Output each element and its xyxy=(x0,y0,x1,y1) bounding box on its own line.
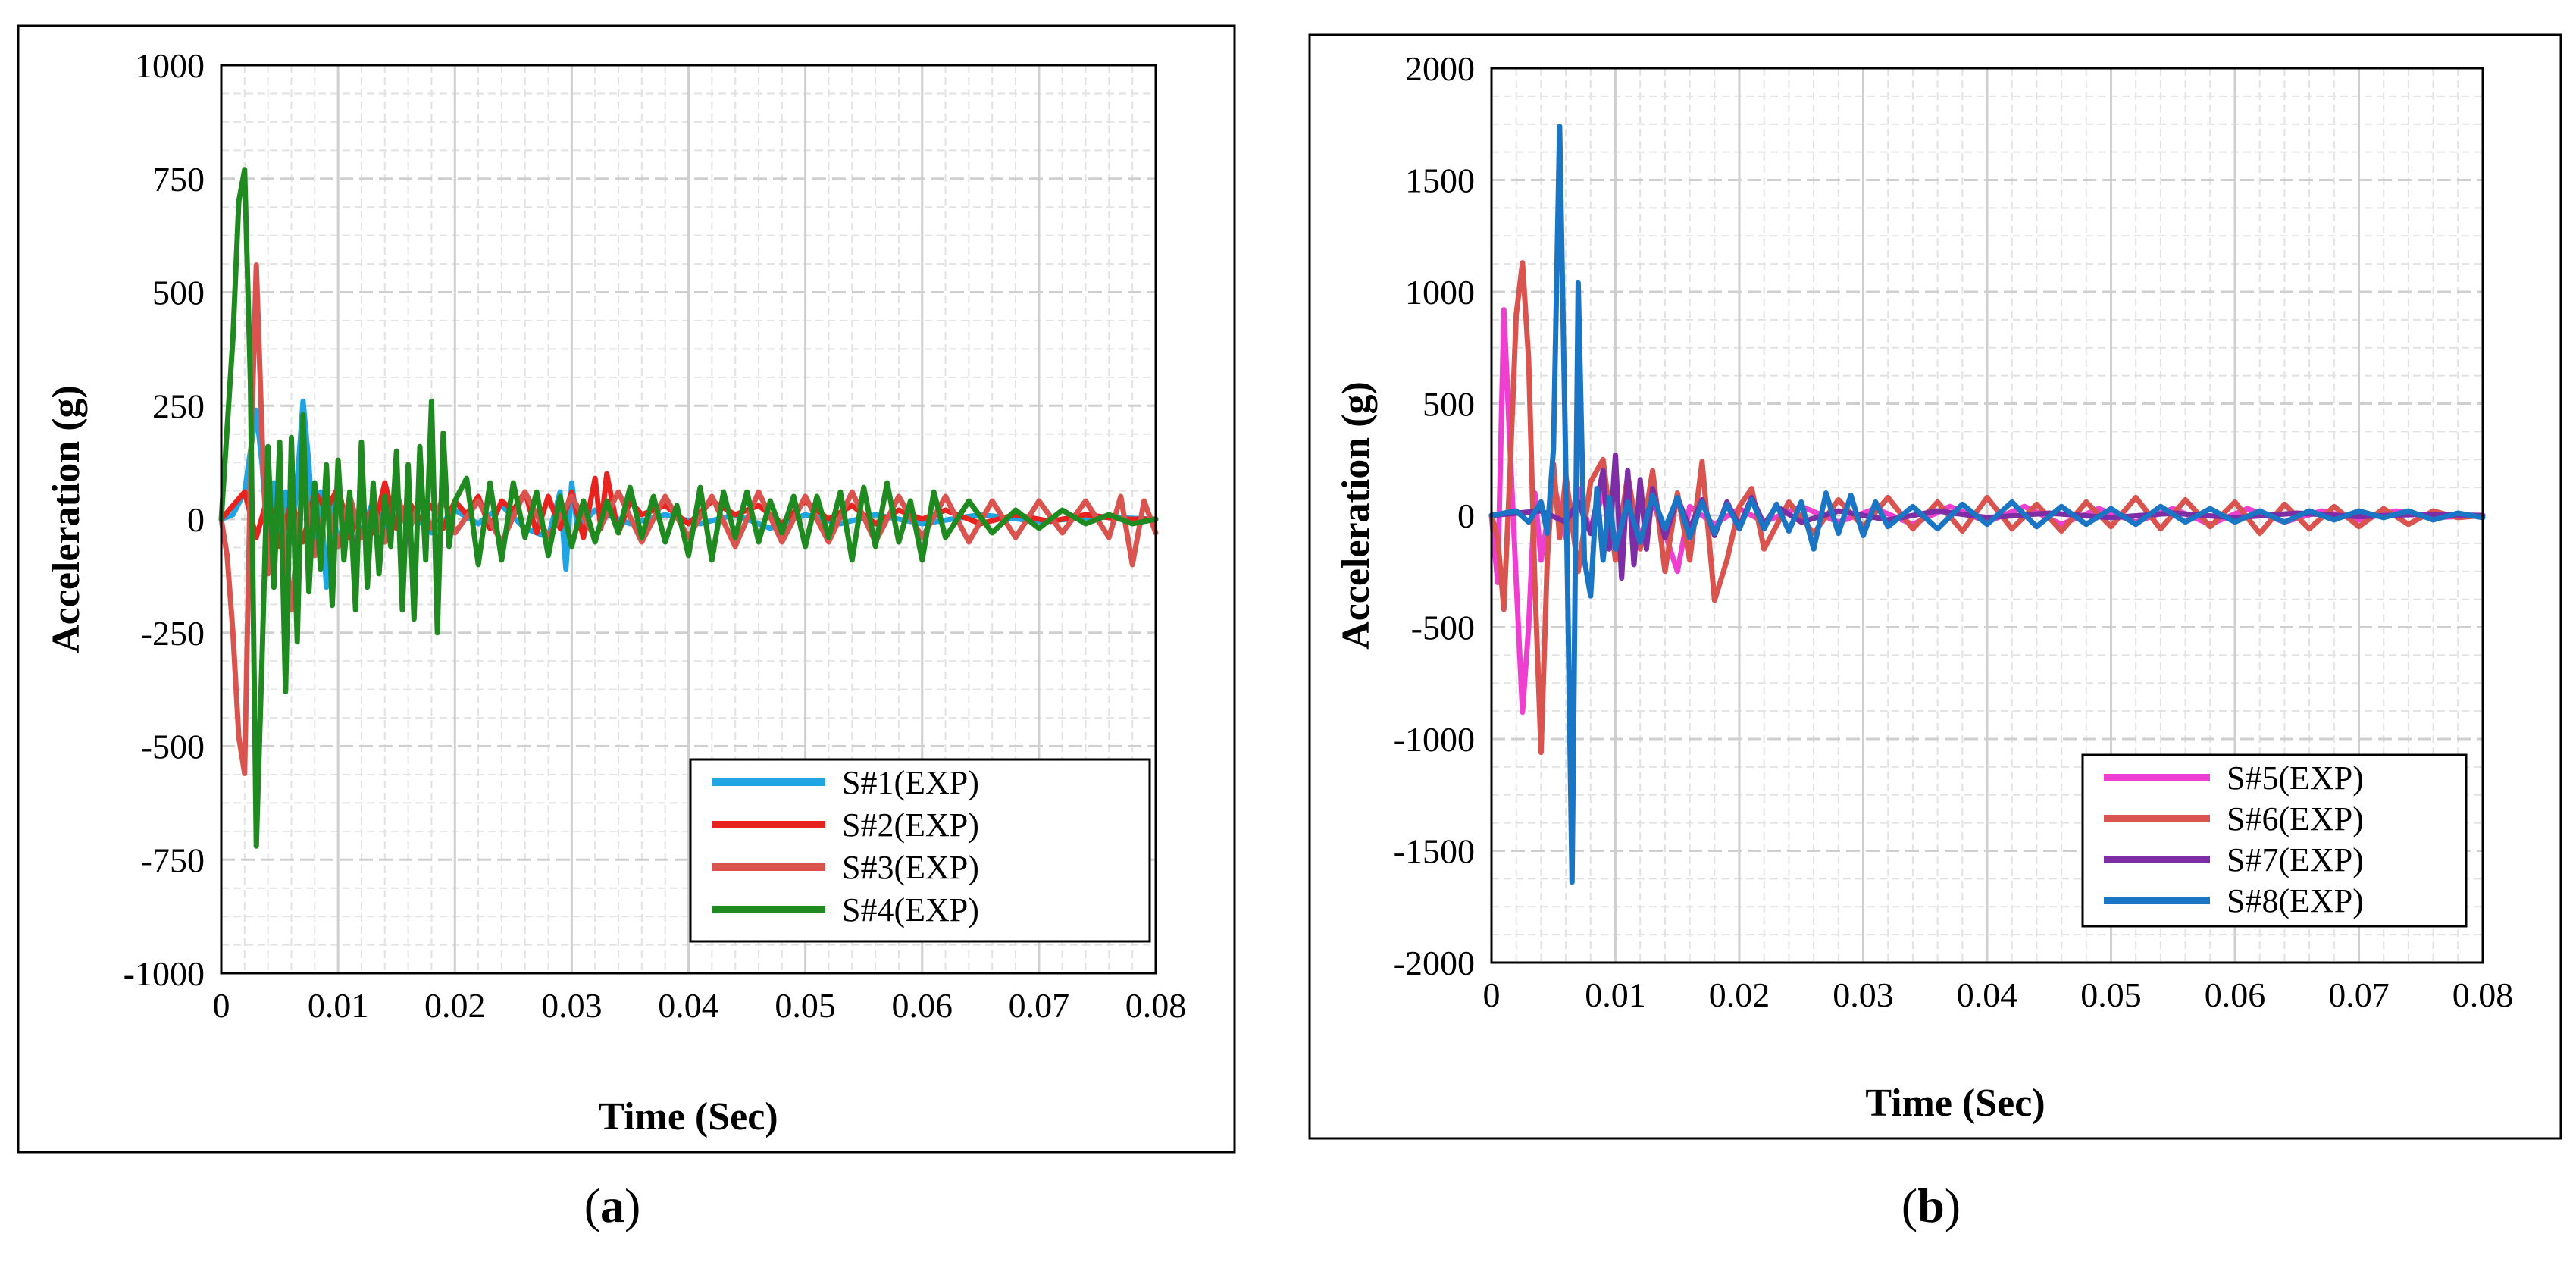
x-tick-labels-b: 0 0.01 0.02 0.03 0.04 0.05 0.06 0.07 0.08 xyxy=(1483,975,2514,1014)
x-tick-label: 0.06 xyxy=(892,986,953,1025)
y-tick-label: 1500 xyxy=(1405,161,1475,200)
x-tick-label: 0.06 xyxy=(2205,975,2266,1014)
y-tick-labels-b: 2000 1500 1000 500 0 -500 -1000 -1500 -2000 xyxy=(1394,49,1475,982)
y-tick-labels-a: 1000 750 500 250 0 -250 -500 -750 -1000 xyxy=(124,46,205,993)
x-axis-title-b: Time (Sec) xyxy=(1865,1082,2045,1125)
x-tick-label: 0.05 xyxy=(2080,975,2142,1014)
x-tick-label: 0.03 xyxy=(541,986,603,1025)
y-tick-label: 500 xyxy=(1423,385,1475,424)
y-tick-label: -500 xyxy=(141,728,205,766)
series-line-s8exp xyxy=(1488,124,2486,885)
chart-panel-a: 0 0.01 0.02 0.03 0.04 0.05 0.06 0.07 0.08 1000 75… xyxy=(17,24,1236,1232)
x-tick-label: 0.01 xyxy=(1585,975,1646,1014)
x-tick-labels-a: 0 0.01 0.02 0.03 0.04 0.05 0.06 0.07 0.08 xyxy=(213,986,1187,1025)
caption-letter-b: b xyxy=(1917,1179,1945,1232)
x-tick-label: 0.02 xyxy=(424,986,486,1025)
x-tick-label: 0.01 xyxy=(308,986,369,1025)
y-tick-label: -2000 xyxy=(1394,944,1475,982)
y-tick-label: 750 xyxy=(152,160,205,199)
legend-label: S#8(EXP) xyxy=(2227,882,2364,919)
y-tick-label: 1000 xyxy=(135,46,205,85)
legend-label: S#3(EXP) xyxy=(842,849,979,886)
x-tick-label: 0.02 xyxy=(1709,975,1770,1014)
y-tick-label: 2000 xyxy=(1405,49,1475,88)
legend-label: S#2(EXP) xyxy=(842,806,979,844)
legend-label: S#5(EXP) xyxy=(2227,759,2364,797)
series-group-a xyxy=(218,167,1159,849)
x-axis-title-a: Time (Sec) xyxy=(598,1095,778,1138)
x-tick-label: 0.08 xyxy=(1125,986,1187,1025)
y-tick-label: -750 xyxy=(141,841,205,879)
chart-panel-b: 0 0.01 0.02 0.03 0.04 0.05 0.06 0.07 0.08 2000 15… xyxy=(1308,33,2562,1232)
x-tick-label: 0.07 xyxy=(2328,975,2390,1014)
legend-label: S#6(EXP) xyxy=(2227,800,2364,838)
legend-b: S#5(EXP)S#6(EXP)S#7(EXP) S#8(EXP) xyxy=(2081,753,2468,928)
y-tick-label: -500 xyxy=(1411,609,1475,647)
y-tick-label: 500 xyxy=(152,274,205,312)
x-tick-label: 0 xyxy=(213,986,230,1025)
legend-label: S#4(EXP) xyxy=(842,891,979,928)
y-axis-title-a: Acceleration (g) xyxy=(45,385,88,653)
x-tick-label: 0.07 xyxy=(1009,986,1070,1025)
y-tick-label: 0 xyxy=(187,500,205,539)
x-tick-label: 0.04 xyxy=(1957,975,2018,1014)
caption-letter-a: a xyxy=(600,1179,624,1232)
y-tick-label: 1000 xyxy=(1405,273,1475,312)
x-tick-label: 0.08 xyxy=(2452,975,2514,1014)
plot-border-a xyxy=(220,64,1157,975)
y-tick-label: -250 xyxy=(141,614,205,653)
caption-b: (b) xyxy=(1901,1179,1961,1232)
x-tick-label: 0.05 xyxy=(775,986,836,1025)
series-group-b xyxy=(1488,124,2486,885)
legend-label: S#7(EXP) xyxy=(2227,841,2364,878)
y-tick-label: -1500 xyxy=(1394,832,1475,871)
y-tick-label: 0 xyxy=(1457,496,1475,535)
y-tick-label: -1000 xyxy=(124,954,205,993)
y-tick-label: -1000 xyxy=(1394,720,1475,759)
y-axis-title-b: Acceleration (g) xyxy=(1335,381,1378,650)
caption-a: (a) xyxy=(584,1179,641,1232)
y-tick-label: 250 xyxy=(152,387,205,425)
legend-label: S#1(EXP) xyxy=(842,764,979,801)
x-tick-label: 0 xyxy=(1483,975,1501,1014)
series-line-s4exp xyxy=(218,167,1159,849)
x-tick-label: 0.03 xyxy=(1833,975,1894,1014)
x-tick-label: 0.04 xyxy=(658,986,719,1025)
plot-border-b xyxy=(1490,67,2484,964)
legend-a: S#1(EXP) S#2(EXP) S#3(EXP) S#4(EXP) xyxy=(689,758,1151,943)
